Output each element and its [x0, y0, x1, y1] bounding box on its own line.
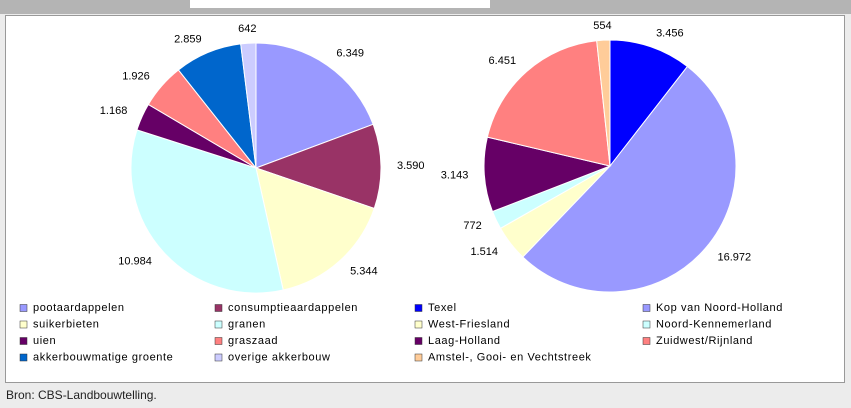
legend-swatch: [642, 320, 651, 329]
data-label: 10.984: [118, 256, 152, 268]
legend-label: graszaad: [228, 335, 278, 347]
legend-label: Kop van Noord-Holland: [656, 302, 783, 314]
legend-swatch: [214, 320, 223, 329]
legend-label: pootaardappelen: [33, 302, 125, 314]
legend-label: suikerbieten: [33, 318, 100, 330]
pie-slice: [255, 42, 374, 169]
legend-label: consumptieaardappelen: [228, 302, 358, 314]
data-label: 6.349: [336, 48, 364, 60]
pie-slice: [254, 123, 382, 210]
data-label: 642: [238, 23, 256, 35]
legend-label: overige akkerbouw: [228, 351, 331, 363]
pie-slice: [240, 42, 257, 169]
data-label: 16.972: [717, 251, 751, 263]
data-label: 772: [463, 220, 481, 232]
data-label: 1.514: [470, 246, 498, 258]
pie-slice: [522, 65, 737, 293]
legend-swatch: [19, 320, 28, 329]
legend-label: Texel: [428, 302, 457, 314]
legend-label: West-Friesland: [428, 318, 510, 330]
legend-swatch: [414, 304, 423, 312]
data-label: 2.859: [174, 34, 202, 46]
legend-swatch: [214, 353, 223, 362]
pie-slice: [255, 167, 375, 291]
pie-slice: [483, 136, 612, 213]
top-tab: [190, 0, 490, 8]
legend-swatch: [642, 337, 651, 345]
pie-slice: [486, 40, 611, 167]
source-note: Bron: CBS-Landbouwtelling.: [6, 388, 157, 402]
pie-slice: [596, 39, 611, 167]
legend-swatch: [214, 337, 223, 345]
legend-label: uien: [33, 335, 56, 347]
data-label: 1.926: [122, 71, 150, 83]
data-label: 554: [593, 20, 611, 32]
pie-slice: [130, 129, 284, 294]
legend-swatch: [414, 320, 423, 329]
legend-label: Zuidwest/Rijnland: [656, 335, 753, 347]
data-label: 3.143: [441, 170, 469, 182]
data-label: 3.456: [656, 27, 684, 39]
legend-label: Amstel-, Gooi- en Vechtstreek: [428, 351, 592, 363]
pie-slice: [609, 39, 689, 168]
data-label: 5.344: [350, 265, 378, 277]
legend-label: akkerbouwmatige groente: [33, 351, 173, 363]
legend-swatch: [19, 353, 28, 362]
legend-swatch: [214, 304, 223, 312]
legend-label: Noord-Kennemerland: [656, 318, 772, 330]
legend-swatch: [19, 304, 28, 312]
data-label: 3.590: [397, 160, 425, 172]
legend-swatch: [414, 337, 423, 345]
data-label: 6.451: [489, 55, 517, 67]
chart: 6.349 pootaardappelen 3.590 consumptieaarda…: [0, 0, 851, 383]
legend-label: granen: [228, 318, 266, 330]
legend-swatch: [414, 353, 423, 362]
legend-swatch: [642, 304, 651, 312]
legend-label: Laag-Holland: [428, 335, 501, 347]
data-label: 1.168: [100, 105, 128, 117]
legend-swatch: [19, 337, 28, 345]
